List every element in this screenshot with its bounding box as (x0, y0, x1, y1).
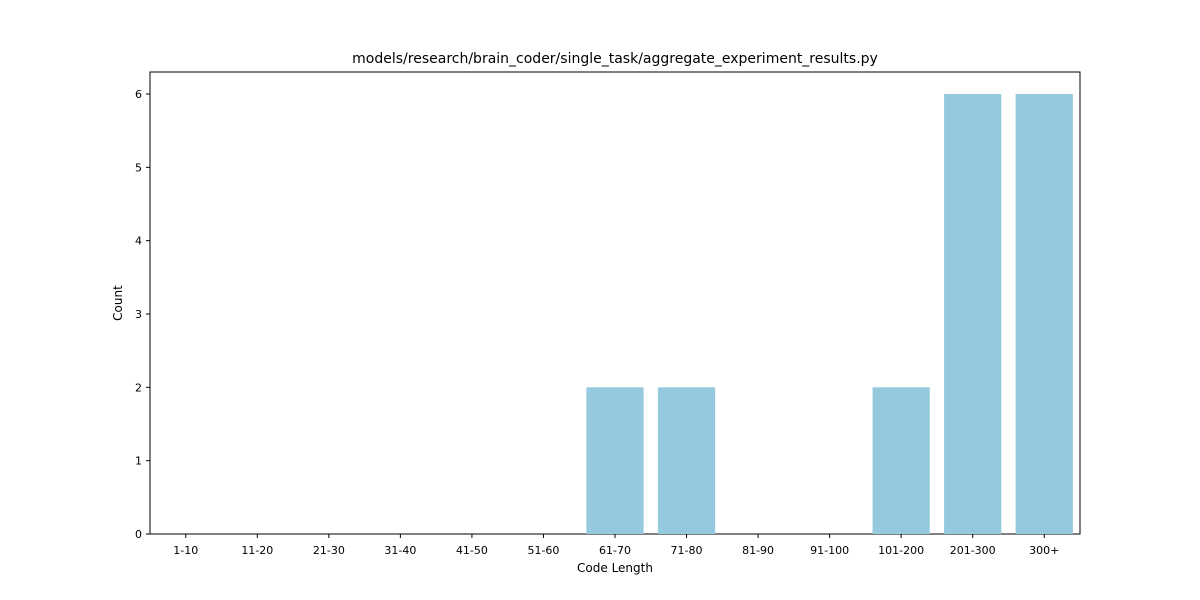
plot-area (149, 71, 1081, 535)
bar-101-200 (872, 387, 930, 534)
y-axis: 0 1 2 3 4 5 6 (135, 88, 150, 541)
x-tick-label: 91-100 (810, 544, 849, 557)
x-tick-label: 21-30 (313, 544, 345, 557)
y-axis-label: Count (111, 285, 125, 321)
x-tick-label: 61-70 (599, 544, 631, 557)
x-tick-label: 300+ (1029, 544, 1059, 557)
y-tick-label: 3 (135, 308, 142, 321)
x-tick-label: 81-90 (742, 544, 774, 557)
y-tick-label: 6 (135, 88, 142, 101)
y-tick-label: 0 (135, 528, 142, 541)
bar-300+ (1015, 94, 1073, 534)
x-tick-label: 71-80 (671, 544, 703, 557)
y-tick-label: 2 (135, 381, 142, 394)
y-tick-label: 1 (135, 455, 142, 468)
x-tick-label: 1-10 (173, 544, 198, 557)
bars-layer (586, 94, 1073, 534)
x-axis-label: Code Length (577, 561, 653, 575)
y-tick-label: 4 (135, 235, 142, 248)
x-tick-label: 51-60 (527, 544, 559, 557)
bar-71-80 (657, 387, 716, 534)
x-tick-label: 41-50 (456, 544, 488, 557)
x-tick-label: 101-200 (878, 544, 924, 557)
chart-title: models/research/brain_coder/single_task/… (352, 51, 878, 67)
x-tick-label: 31-40 (384, 544, 416, 557)
bar-201-300 (944, 94, 1002, 534)
x-axis: 1-10 11-20 21-30 31-40 41-50 51-60 61-70 71-80 8… (173, 534, 1059, 557)
y-tick-label: 5 (135, 161, 142, 174)
x-tick-label: 201-300 (950, 544, 996, 557)
x-tick-label: 11-20 (241, 544, 273, 557)
bar-61-70 (586, 387, 644, 534)
